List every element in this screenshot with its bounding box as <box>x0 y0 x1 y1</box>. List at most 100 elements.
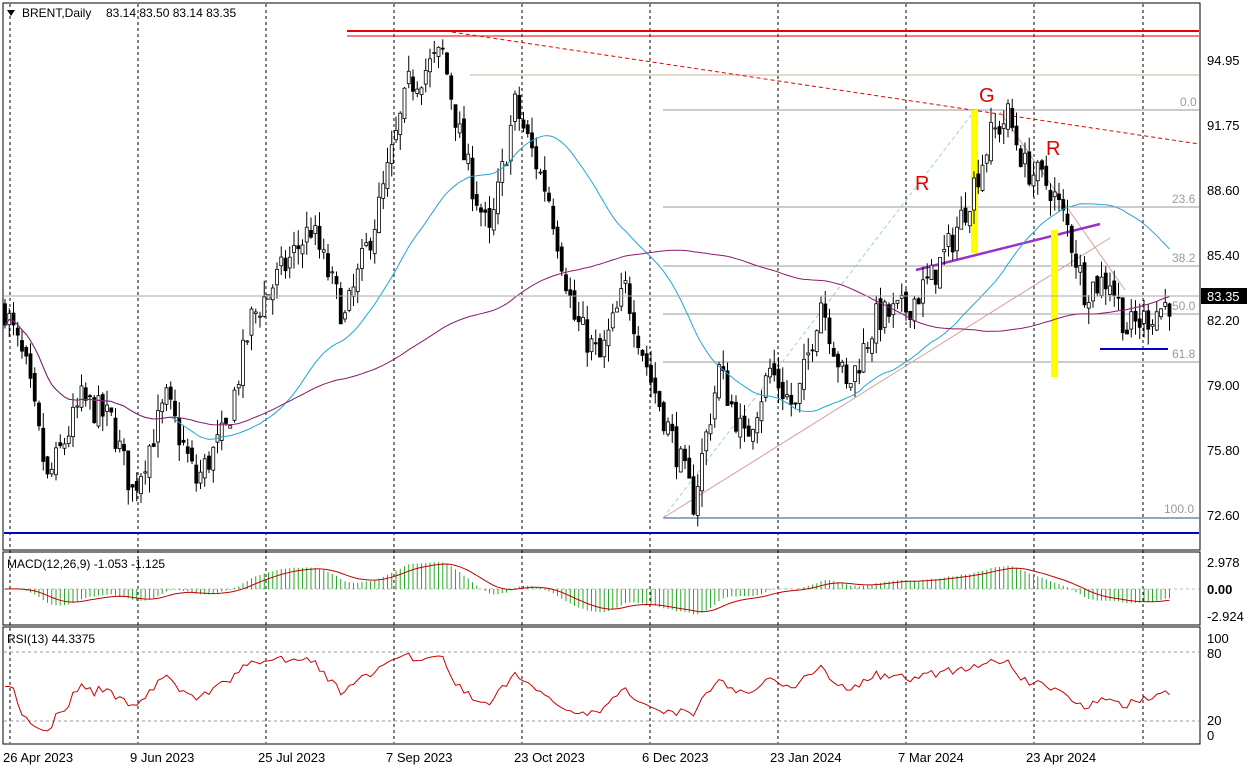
bull-candle <box>96 395 101 427</box>
bull-candle <box>513 93 517 122</box>
bear-candle <box>470 157 475 200</box>
fib-label: 23.6 <box>1172 192 1196 206</box>
bear-candle <box>661 402 666 432</box>
bull-candle <box>398 112 403 136</box>
bear-candle <box>1082 262 1087 306</box>
bull-candle <box>419 87 424 96</box>
bear-candle <box>568 289 573 296</box>
bear-candle <box>670 423 675 432</box>
bull-candle <box>619 288 624 307</box>
bear-candle <box>122 443 126 452</box>
bear-candle <box>28 353 33 379</box>
time-label: 23 Oct 2023 <box>514 750 585 765</box>
bear-candle <box>598 337 602 358</box>
dropdown-triangle-icon[interactable] <box>7 10 15 16</box>
price-tick: 72.60 <box>1207 508 1240 523</box>
macd-label: MACD(12,26,9) -1.053 -1.125 <box>7 557 165 571</box>
bull-candle <box>938 257 942 289</box>
bear-candle <box>151 443 156 447</box>
bull-candle <box>491 209 496 231</box>
bull-candle <box>980 164 985 191</box>
time-label: 7 Sep 2023 <box>386 750 453 765</box>
bull-candle <box>71 406 75 438</box>
bull-candle <box>1078 265 1083 273</box>
bear-candle <box>831 347 836 357</box>
bull-candle <box>156 410 160 443</box>
bear-candle <box>627 283 632 315</box>
bear-candle <box>32 372 37 402</box>
bear-candle <box>1027 151 1032 185</box>
bull-candle <box>415 88 420 94</box>
bear-candle <box>338 288 343 325</box>
bear-candle <box>844 364 849 384</box>
bull-candle <box>717 364 721 399</box>
bear-candle <box>453 104 458 128</box>
bear-candle <box>683 448 687 462</box>
bull-candle <box>287 256 292 269</box>
fibonacci-retracement <box>662 109 1199 519</box>
fib-label: 61.8 <box>1172 347 1196 361</box>
bear-candle <box>11 312 16 326</box>
time-label: 23 Apr 2024 <box>1026 750 1096 765</box>
time-label: 6 Dec 2023 <box>642 750 709 765</box>
bear-candle <box>1018 148 1023 168</box>
bear-candle <box>296 245 301 250</box>
bull-candle <box>623 280 628 284</box>
bull-candle <box>993 127 998 130</box>
rsi-tick: 80 <box>1207 646 1221 661</box>
bull-candle <box>364 242 369 246</box>
bear-candle <box>657 391 662 408</box>
bull-candle <box>66 435 71 444</box>
bear-candle <box>1048 189 1053 201</box>
bull-candle <box>695 486 700 516</box>
bear-candle <box>521 119 526 129</box>
bear-candle <box>916 298 921 305</box>
bull-candle <box>848 383 853 388</box>
bear-candle <box>742 415 747 429</box>
bear-candle <box>810 349 815 352</box>
bear-candle <box>780 381 785 399</box>
bull-candle <box>402 87 407 120</box>
bear-candle <box>109 407 114 413</box>
bear-candle <box>92 397 97 424</box>
bull-candle <box>700 453 704 492</box>
bear-candle <box>534 146 539 170</box>
bear-candle <box>15 327 20 336</box>
bear-candle <box>772 363 777 376</box>
bull-candle <box>211 446 216 471</box>
bear-candle <box>908 310 913 320</box>
bull-candle <box>219 422 224 441</box>
bear-candle <box>1065 213 1070 226</box>
bull-candle <box>300 244 305 255</box>
bear-candle <box>636 335 641 349</box>
rsi-tick: 20 <box>1207 713 1221 728</box>
bull-candle <box>343 312 347 320</box>
bull-candle <box>538 171 543 174</box>
rsi-tick: 0 <box>1207 728 1214 743</box>
bear-candle <box>542 170 547 192</box>
rsi-panel[interactable] <box>2 626 1201 745</box>
bear-candle <box>173 400 177 417</box>
bull-candle <box>1150 323 1155 327</box>
moving-average-fast <box>4 135 1170 440</box>
bull-candle <box>360 248 364 269</box>
bear-candle <box>827 317 832 345</box>
bear-candle <box>1125 329 1129 335</box>
bear-candle <box>1116 296 1121 299</box>
bear-candle <box>309 230 313 238</box>
bull-candle <box>704 431 709 452</box>
bear-candle <box>559 246 564 272</box>
price-tick: 94.95 <box>1207 53 1240 68</box>
bull-candle <box>921 279 925 304</box>
bull-candle <box>139 475 143 495</box>
bear-candle <box>1120 297 1125 334</box>
price-panel[interactable] <box>2 2 1201 551</box>
ohlc-values: 83.14 83.50 83.14 83.35 <box>106 6 236 20</box>
bull-candle <box>279 256 284 267</box>
neckline <box>915 222 1101 272</box>
bear-candle <box>925 276 930 279</box>
bull-candle <box>751 429 755 442</box>
macd-signal-line <box>4 563 1170 613</box>
bull-candle <box>49 468 54 475</box>
